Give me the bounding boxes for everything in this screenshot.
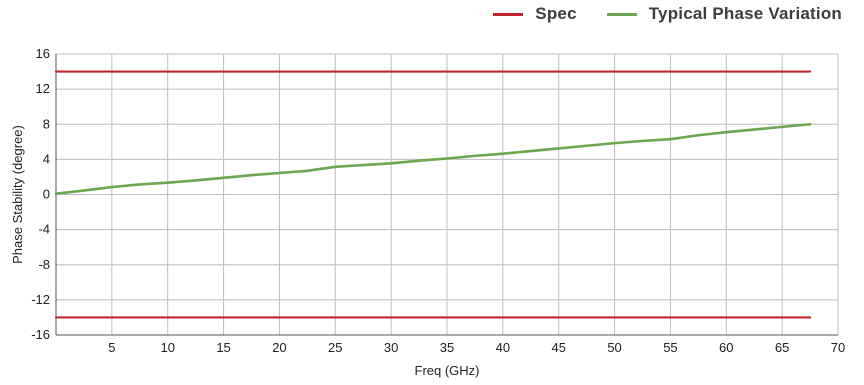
y-tick-label: 16 — [36, 46, 50, 61]
legend-label-spec: Spec — [535, 4, 577, 23]
y-tick-label: -4 — [38, 222, 50, 237]
legend-swatch-typical-phase-variation — [606, 12, 637, 16]
chart-legend: Spec Typical Phase Variation — [493, 4, 842, 24]
x-tick-label: 15 — [216, 340, 230, 355]
y-axis-title: Phase Stability (degree) — [10, 125, 25, 264]
x-tick-label: 25 — [328, 340, 342, 355]
x-tick-label: 20 — [272, 340, 286, 355]
x-tick-label: 10 — [160, 340, 174, 355]
legend-swatch-spec — [493, 12, 524, 16]
y-tick-label: 12 — [36, 81, 50, 96]
y-tick-label: 0 — [43, 187, 50, 202]
grid-lines — [56, 53, 839, 336]
y-tick-label: -16 — [31, 327, 50, 342]
x-tick-label: 60 — [719, 340, 733, 355]
x-tick-label: 5 — [108, 340, 115, 355]
y-tick-label: -8 — [38, 257, 50, 272]
typical-phase-variation-line — [54, 122, 812, 195]
x-tick-label: 30 — [384, 340, 398, 355]
x-tick-label: 40 — [496, 340, 510, 355]
x-tick-label: 65 — [775, 340, 789, 355]
x-axis-title: Freq (GHz) — [415, 363, 480, 378]
y-tick-label: -12 — [31, 292, 50, 307]
x-tick-label: 70 — [831, 340, 845, 355]
y-tick-label: 8 — [43, 116, 50, 131]
x-tick-label: 35 — [440, 340, 454, 355]
x-tick-label: 50 — [607, 340, 621, 355]
x-tick-label: 45 — [551, 340, 565, 355]
x-tick-label: 55 — [663, 340, 677, 355]
legend-label-typical-phase-variation: Typical Phase Variation — [648, 4, 842, 23]
legend-item-typical-phase-variation: Typical Phase Variation — [606, 4, 842, 24]
series-lines — [54, 70, 812, 319]
legend-item-spec: Spec — [493, 4, 577, 24]
y-tick-label: 4 — [43, 151, 50, 166]
